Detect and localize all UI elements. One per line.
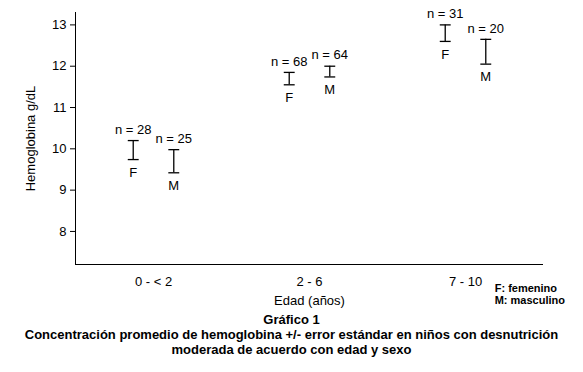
svg-text:Edad (años): Edad (años) (274, 293, 345, 308)
svg-text:F: F (285, 90, 293, 105)
html-text:F: femenino: F: femenino (494, 282, 557, 294)
svg-text:2 - 6: 2 - 6 (296, 274, 322, 289)
svg-text:n = 31: n = 31 (427, 6, 464, 21)
svg-text:n = 64: n = 64 (312, 47, 349, 62)
svg-text:F: F (441, 47, 449, 62)
svg-text:n = 20: n = 20 (468, 21, 505, 36)
svg-text:M: M (168, 178, 179, 193)
svg-text:0 - < 2: 0 - < 2 (135, 274, 172, 289)
svg-text:13: 13 (52, 17, 66, 32)
svg-text:Hemoglobina g/dL: Hemoglobina g/dL (23, 86, 38, 192)
svg-text:n = 25: n = 25 (156, 131, 193, 146)
svg-text:10: 10 (52, 141, 66, 156)
html-text:M: masculino: M: masculino (494, 294, 565, 306)
svg-text:7 - 10: 7 - 10 (449, 274, 482, 289)
html-text:Concentración promedio de hemo: Concentración promedio de hemoglobina +/… (24, 327, 559, 357)
svg-text:M: M (480, 69, 491, 84)
svg-text:12: 12 (52, 58, 66, 73)
svg-text:11: 11 (53, 100, 67, 115)
html-text:Gráfico 1: Gráfico 1 (263, 312, 320, 327)
svg-text:F: F (129, 165, 137, 180)
svg-text:n = 28: n = 28 (115, 122, 152, 137)
svg-text:M: M (324, 82, 335, 97)
svg-text:9: 9 (59, 182, 66, 197)
svg-text:n = 68: n = 68 (271, 54, 308, 69)
svg-text:8: 8 (59, 224, 66, 239)
